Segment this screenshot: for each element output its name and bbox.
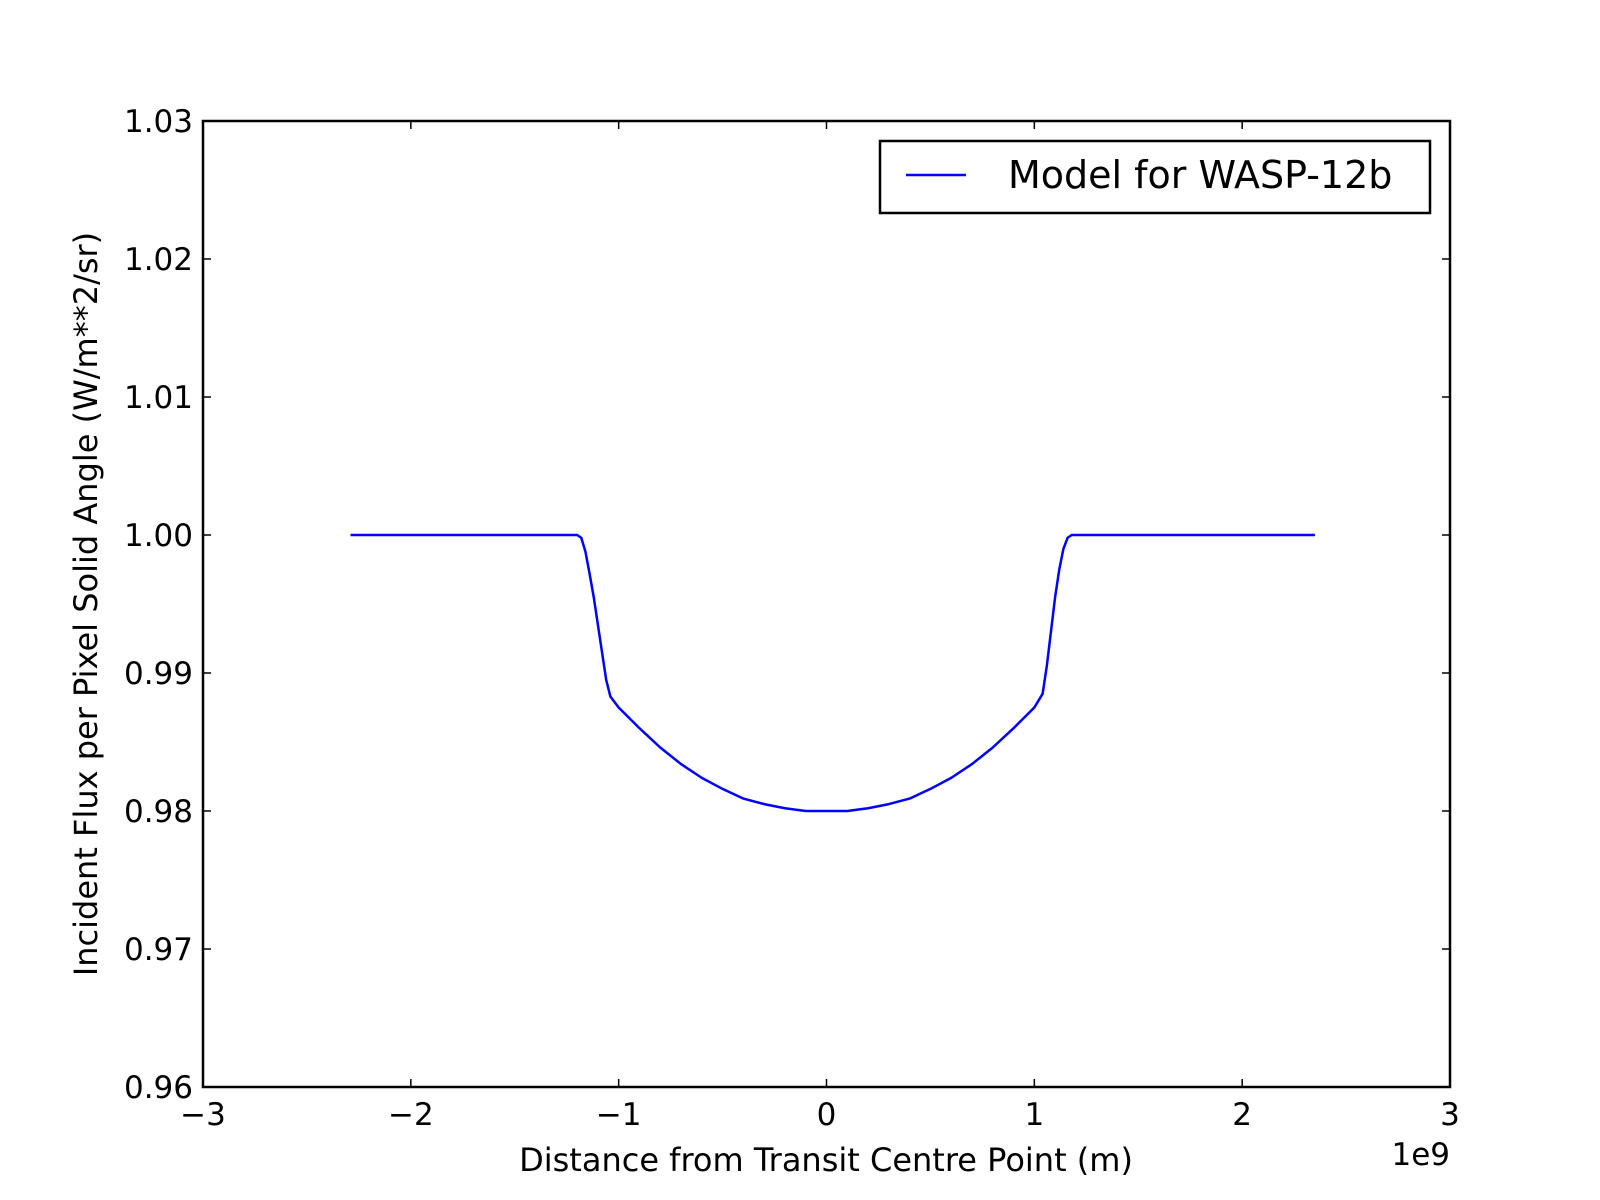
legend-label: Model for WASP-12b xyxy=(1008,153,1392,197)
x-tick-label: 2 xyxy=(1232,1097,1252,1133)
x-offset-label: 1e9 xyxy=(1391,1137,1450,1173)
labels-group: Distance from Transit Centre Point (m) I… xyxy=(67,232,1450,1179)
y-tick-label: 1.00 xyxy=(124,518,193,554)
legend: Model for WASP-12b xyxy=(878,139,1432,215)
y-tick-label: 0.99 xyxy=(124,656,193,692)
y-tick-label: 1.03 xyxy=(124,104,193,140)
x-tick-label: 0 xyxy=(817,1097,837,1133)
y-tick-label: 0.97 xyxy=(124,932,193,968)
y-tick-label: 0.98 xyxy=(124,794,193,830)
series-line-wasp-12b xyxy=(350,533,1315,813)
y-tick-label: 0.96 xyxy=(124,1070,193,1106)
x-tick-label: −2 xyxy=(388,1097,434,1133)
plot-frame xyxy=(201,119,1452,1089)
plot-area xyxy=(203,121,1450,1087)
legend-box xyxy=(878,139,1432,215)
x-axis-label: Distance from Transit Centre Point (m) xyxy=(519,1141,1133,1179)
x-tick-label: 3 xyxy=(1440,1097,1460,1133)
x-tick-label: −3 xyxy=(180,1097,226,1133)
series-group xyxy=(350,533,1315,813)
y-tick-label: 1.01 xyxy=(124,380,193,416)
x-tick-label: 1 xyxy=(1024,1097,1044,1133)
y-tick-label: 1.02 xyxy=(124,242,193,278)
y-axis-label: Incident Flux per Pixel Solid Angle (W/m… xyxy=(67,232,105,976)
ticks-group: −3 −2 −1 0 1 2 3 0.96 0.97 0.98 0.99 1.00 1.01 1.02 1.… xyxy=(124,104,1460,1133)
x-tick-label: −1 xyxy=(596,1097,642,1133)
